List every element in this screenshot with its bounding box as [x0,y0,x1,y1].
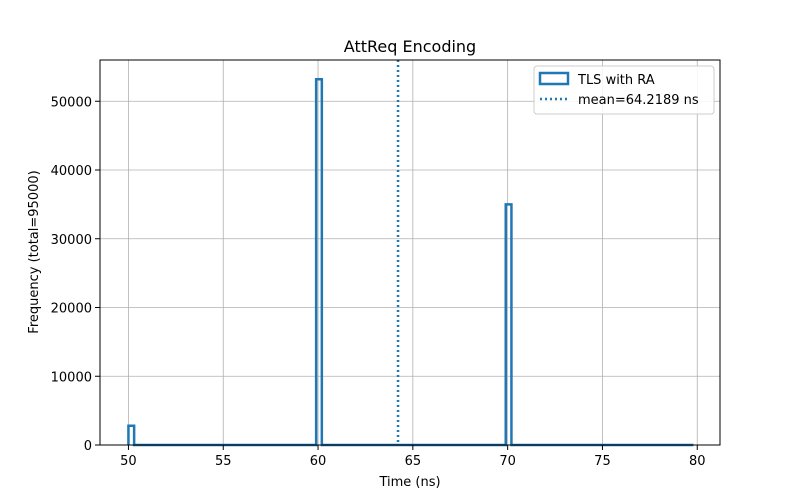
x-tick-label: 80 [689,454,706,469]
histogram-bar [316,79,322,445]
y-tick-label: 0 [84,439,92,454]
x-tick-label: 65 [405,454,422,469]
y-tick-label: 50000 [51,95,92,110]
chart-title: AttReq Encoding [344,37,476,56]
x-tick-label: 50 [120,454,137,469]
histogram-bars [127,78,694,447]
y-axis-ticks: 0 10000 20000 30000 40000 50000 [51,95,100,454]
histogram-bar [506,204,512,445]
y-tick-label: 20000 [51,302,92,317]
legend-box [533,65,715,115]
x-tick-label: 70 [499,454,516,469]
legend-label-mean: mean=64.2189 ns [578,93,699,108]
y-tick-label: 30000 [51,233,92,248]
histogram-bar [128,426,134,445]
histogram-step-outline [127,78,694,447]
legend-label-tls-with-ra: TLS with RA [577,73,655,88]
grid [100,60,720,446]
legend-swatch-tls-with-ra [538,71,570,86]
x-axis-label: Time (ns) [378,475,440,490]
x-tick-label: 75 [594,454,611,469]
y-axis-label: Frequency (total=95000) [27,170,42,333]
plot-frame [99,59,721,446]
x-axis-ticks: 50 55 60 65 70 75 80 [120,445,706,469]
y-tick-label: 40000 [51,164,92,179]
y-tick-label: 10000 [51,370,92,385]
legend: TLS with RA mean=64.2189 ns [533,65,715,115]
x-tick-label: 60 [310,454,327,469]
x-tick-label: 55 [215,454,232,469]
